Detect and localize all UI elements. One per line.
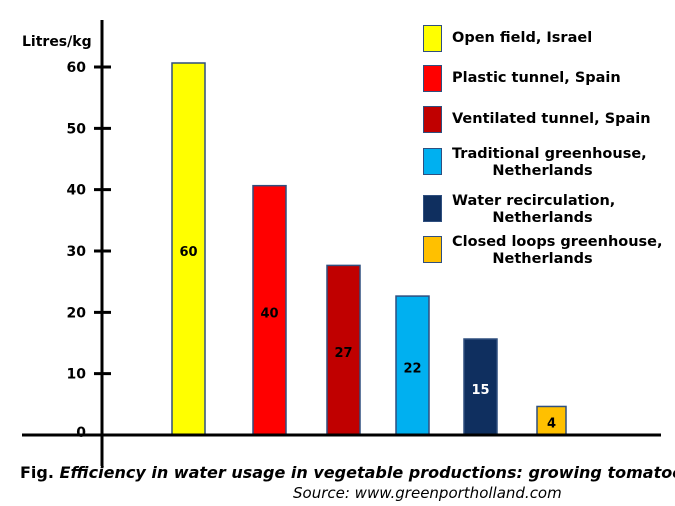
data-label: 40 <box>260 306 278 321</box>
caption-title: Efficiency in water usage in vegetable p… <box>59 463 675 482</box>
legend-swatch <box>423 25 442 52</box>
data-label: 60 <box>179 245 197 260</box>
source-credit: Source: www.greenportholland.com <box>293 484 562 502</box>
bar <box>326 264 361 436</box>
legend-item: Traditional greenhouse, Netherlands <box>423 146 647 180</box>
legend-item: Plastic tunnel, Spain <box>423 65 621 92</box>
legend-label: Ventilated tunnel, Spain <box>452 111 651 127</box>
figure-caption: Fig. Efficiency in water usage in vegeta… <box>20 463 675 482</box>
y-axis-label: Litres/kg <box>22 34 92 50</box>
bar <box>463 338 498 436</box>
caption-prefix: Fig. <box>20 463 54 482</box>
y-tick-label: 30 <box>67 244 87 260</box>
legend-item: Open field, Israel <box>423 25 592 52</box>
legend-label: Plastic tunnel, Spain <box>452 70 621 86</box>
legend-label: Open field, Israel <box>452 30 593 46</box>
legend-label: Traditional greenhouse, Netherlands <box>452 146 647 179</box>
legend-swatch <box>423 195 442 222</box>
y-tick-label: 10 <box>67 367 87 383</box>
y-tick-label: 20 <box>67 305 87 321</box>
bar <box>536 405 567 436</box>
data-label: 4 <box>547 417 556 432</box>
bar <box>395 295 430 436</box>
legend-swatch <box>423 236 442 263</box>
legend-item: Ventilated tunnel, Spain <box>423 106 651 133</box>
y-tick-label: 0 <box>76 425 86 441</box>
legend-swatch <box>423 106 442 133</box>
legend-item: Closed loops greenhouse, Netherlands <box>423 234 663 268</box>
data-label: 27 <box>334 346 352 361</box>
legend-swatch <box>423 65 442 92</box>
data-label: 22 <box>403 362 421 377</box>
y-tick-label: 50 <box>67 121 87 137</box>
legend-swatch <box>423 148 442 175</box>
data-label: 15 <box>471 383 489 398</box>
legend-label: Water recirculation, Netherlands <box>452 193 616 226</box>
legend-label: Closed loops greenhouse, Netherlands <box>452 234 663 267</box>
y-tick-label: 60 <box>67 60 87 76</box>
legend-item: Water recirculation, Netherlands <box>423 193 616 227</box>
y-tick-label: 40 <box>67 183 87 199</box>
bar <box>171 62 206 436</box>
